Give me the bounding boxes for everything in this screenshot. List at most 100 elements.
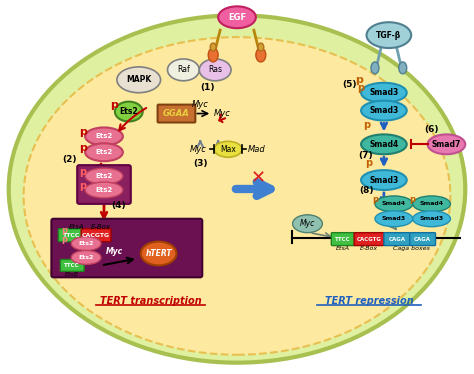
Text: Myc: Myc [192,100,209,109]
Text: CACGTG: CACGTG [356,237,382,242]
Text: p: p [372,195,378,205]
Text: Ets2: Ets2 [78,241,94,246]
Text: p: p [365,158,373,168]
Text: Smad3: Smad3 [369,106,399,115]
Text: TGF-β: TGF-β [376,31,401,40]
Text: p: p [355,75,363,85]
Text: GGAA: GGAA [163,109,190,118]
Text: Caga boxes: Caga boxes [393,246,430,251]
Text: p: p [110,99,118,110]
Text: p: p [410,195,416,205]
Text: (4): (4) [111,201,126,210]
Ellipse shape [428,134,465,154]
Text: E-Box: E-Box [91,224,111,230]
Text: p: p [357,83,365,93]
Ellipse shape [214,141,242,157]
Text: Ets2: Ets2 [95,134,113,140]
Ellipse shape [24,37,450,355]
Text: p: p [364,120,371,131]
Text: TTCC: TTCC [62,233,79,237]
Text: p: p [61,235,67,244]
Text: Ets2: Ets2 [95,187,113,193]
Text: Smad7: Smad7 [432,140,461,149]
Ellipse shape [413,196,450,212]
Text: Smad4: Smad4 [369,140,399,149]
Text: Myc: Myc [214,109,230,118]
Ellipse shape [375,211,413,227]
Text: Myc: Myc [105,247,122,256]
Text: TERT transcription: TERT transcription [100,296,201,306]
Ellipse shape [361,101,407,120]
Ellipse shape [218,6,256,28]
Text: (6): (6) [424,125,439,134]
Ellipse shape [292,215,322,233]
Text: Raf: Raf [177,65,190,74]
Ellipse shape [85,128,123,145]
Text: TTCC: TTCC [336,237,351,242]
Ellipse shape [258,43,264,51]
Ellipse shape [366,22,411,48]
Text: CACGTG: CACGTG [82,233,110,237]
Ellipse shape [199,59,231,81]
Ellipse shape [9,15,465,363]
Text: p: p [79,128,87,137]
FancyBboxPatch shape [77,165,131,204]
Text: (2): (2) [62,155,76,164]
Text: (1): (1) [200,83,214,92]
Ellipse shape [361,134,407,154]
Text: Myc: Myc [300,219,315,228]
Ellipse shape [371,62,379,74]
FancyBboxPatch shape [58,229,82,242]
Text: Smad4: Smad4 [382,201,406,206]
Ellipse shape [361,170,407,190]
Text: CAGA: CAGA [388,237,405,242]
Text: (7): (7) [359,151,374,160]
Ellipse shape [85,182,123,198]
Ellipse shape [85,143,123,161]
Text: Ets2: Ets2 [95,173,113,179]
Text: Smad3: Smad3 [369,175,399,184]
Text: TERT repression: TERT repression [325,296,413,306]
FancyBboxPatch shape [410,233,436,246]
Text: Smad3: Smad3 [369,88,399,97]
Ellipse shape [361,83,407,102]
Text: MAPK: MAPK [126,75,151,84]
Text: EtsB: EtsB [65,272,79,277]
Text: p: p [80,181,87,191]
FancyBboxPatch shape [354,233,384,246]
FancyBboxPatch shape [81,229,111,242]
Ellipse shape [413,211,450,227]
Text: hTERT: hTERT [145,249,172,258]
Text: ✕: ✕ [250,169,265,187]
Text: CAGA: CAGA [414,237,431,242]
Ellipse shape [117,67,161,93]
FancyBboxPatch shape [51,219,202,278]
Text: (8): (8) [359,187,374,196]
Ellipse shape [85,168,123,184]
Text: Smad3: Smad3 [419,216,444,221]
Text: Myc: Myc [190,145,207,154]
Ellipse shape [375,196,413,212]
Text: p: p [80,167,87,177]
Text: Smad3: Smad3 [382,216,406,221]
Text: EGF: EGF [228,13,246,22]
FancyBboxPatch shape [157,105,195,122]
Ellipse shape [208,48,218,62]
Ellipse shape [399,62,407,74]
FancyBboxPatch shape [331,233,355,246]
Text: p: p [61,226,67,235]
Text: TTCC: TTCC [64,263,80,268]
Text: (3): (3) [193,159,208,168]
Text: Max: Max [220,145,236,154]
Ellipse shape [256,48,266,62]
Text: Mad: Mad [248,145,266,154]
Text: Ras: Ras [208,65,222,74]
Text: Ets2: Ets2 [119,107,138,116]
Text: (5): (5) [342,80,356,89]
Text: Smad4: Smad4 [419,201,444,206]
Text: E-Box: E-Box [360,246,378,251]
Text: p: p [79,143,87,153]
Ellipse shape [167,59,199,81]
Text: EtsA: EtsA [336,246,350,251]
Ellipse shape [71,237,101,251]
